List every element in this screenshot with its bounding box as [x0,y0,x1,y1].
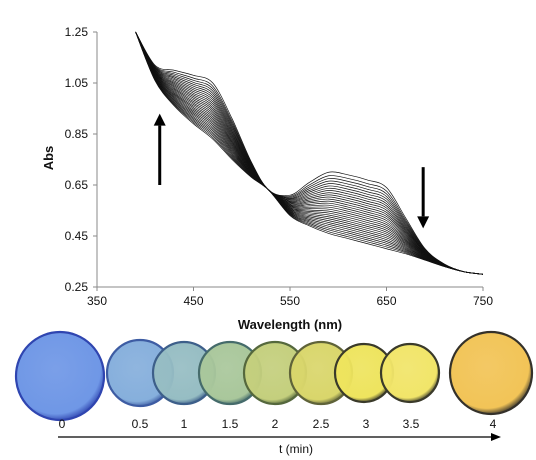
spectrum-curve [135,31,484,275]
sample-disc [14,330,106,422]
time-axis: t (min) [58,433,501,456]
spectrum-curve [135,31,484,275]
spectrum-curve [135,31,484,275]
x-tick-label: 550 [280,294,300,308]
spectrum-curve [135,31,484,275]
y-tick-label: 0.85 [65,127,89,141]
sample-disc [379,342,441,404]
y-tick-label: 0.65 [65,178,89,192]
sample-time-label: 2.5 [313,417,330,431]
sample-time-label: 0.5 [132,417,149,431]
spectrum-curve [135,31,484,275]
y-tick-label: 1.25 [65,25,89,39]
spectrum-curve [135,31,484,275]
spectrum-curve [135,31,484,275]
x-axis-label: Wavelength (nm) [238,317,342,332]
spectrum-curve [135,31,484,275]
y-tick-label: 0.25 [65,280,89,294]
spectrum-curve [135,31,484,275]
sample-disc [448,330,534,416]
spectrum-curve [135,31,484,275]
spectrum-curve [135,31,484,275]
x-tick-label: 350 [87,294,107,308]
sample-time-label: 3 [363,417,370,431]
sample-time-label: 1.5 [222,417,239,431]
spectrum-curve [135,31,484,275]
spectrum-plot: 350 450 550 650 7500.250.450.650.851.051.25 … [41,25,493,332]
sample-time-label: 0 [59,417,66,431]
spectrum-curve [135,31,484,275]
spectrum-curve [135,31,484,275]
trend-arrows [153,113,430,229]
spectrum-curve [135,31,484,275]
spectrum-curve [135,31,484,275]
spectrum-curve [135,31,484,275]
spectrum-curve [135,31,484,275]
spectrum-curve [135,31,484,275]
x-tick-label: 450 [183,294,203,308]
spectrum-curve [135,31,484,275]
arrow-down-head [417,216,430,229]
y-tick-label: 0.45 [65,229,89,243]
time-arrow-head [491,433,501,441]
time-axis-label: t (min) [279,442,313,456]
spectrum-curve [135,31,484,275]
spectrum-curve [135,31,484,275]
y-axis-label: Abs [41,146,56,171]
arrow-up-head [153,113,166,126]
x-tick-label: 750 [473,294,493,308]
spectrum-curve [135,31,484,275]
sample-photos: 0 0.5 1 1.5 2 2.5 3 3.5 4 [14,330,534,431]
y-tick-label: 1.05 [65,76,89,90]
sample-time-label: 3.5 [403,417,420,431]
spectrum-curve [135,31,484,275]
spectrum-curve [135,31,484,275]
sample-time-label: 4 [490,417,497,431]
spectrum-curve [135,31,484,275]
spectrum-curve [135,31,484,275]
x-tick-label: 650 [376,294,396,308]
spectrum-curve [135,31,484,275]
sample-time-label: 1 [181,417,188,431]
spectrum-curve [135,31,484,275]
spectrum-curve [135,31,484,275]
spectral-curves [135,31,484,275]
tick-labels: 350 450 550 650 750 0.25 0.45 0.65 0.85 1.05 1.25 [65,25,494,308]
sample-time-label: 2 [272,417,279,431]
